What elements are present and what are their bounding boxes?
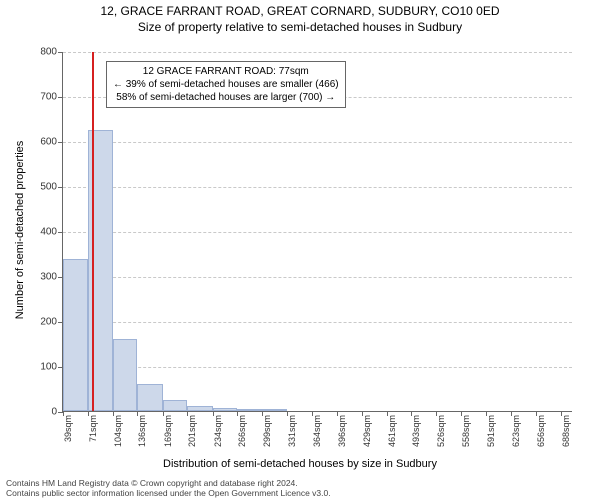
y-tick-label: 600 bbox=[40, 137, 63, 148]
annotation-line: 12 GRACE FARRANT ROAD: 77sqm bbox=[113, 65, 339, 78]
x-tick-label: 39sqm bbox=[63, 415, 73, 442]
y-tick-label: 0 bbox=[51, 407, 63, 418]
x-tick-label: 266sqm bbox=[237, 415, 247, 447]
gridline-h bbox=[63, 142, 572, 143]
histogram-bar bbox=[113, 339, 138, 411]
y-tick-label: 400 bbox=[40, 227, 63, 238]
histogram-plot-area: 010020030040050060070080039sqm71sqm104sq… bbox=[62, 52, 572, 412]
y-tick-label: 100 bbox=[40, 362, 63, 373]
y-tick-label: 500 bbox=[40, 182, 63, 193]
y-tick-label: 700 bbox=[40, 92, 63, 103]
x-tick-label: 558sqm bbox=[461, 415, 471, 447]
x-tick-label: 656sqm bbox=[536, 415, 546, 447]
y-tick-label: 300 bbox=[40, 272, 63, 283]
x-tick-label: 71sqm bbox=[88, 415, 98, 442]
x-tick-label: 234sqm bbox=[213, 415, 223, 447]
y-tick-label: 200 bbox=[40, 317, 63, 328]
x-tick-label: 136sqm bbox=[137, 415, 147, 447]
x-tick-label: 493sqm bbox=[411, 415, 421, 447]
histogram-bar bbox=[237, 409, 262, 411]
x-tick-label: 299sqm bbox=[262, 415, 272, 447]
footer-attribution: Contains HM Land Registry data © Crown c… bbox=[6, 478, 594, 498]
histogram-bar bbox=[262, 409, 287, 411]
x-tick-label: 104sqm bbox=[113, 415, 123, 447]
gridline-h bbox=[63, 322, 572, 323]
title-line-2: Size of property relative to semi-detach… bbox=[0, 20, 600, 34]
annotation-line: ← 39% of semi-detached houses are smalle… bbox=[113, 78, 339, 91]
gridline-h bbox=[63, 277, 572, 278]
annotation-box: 12 GRACE FARRANT ROAD: 77sqm← 39% of sem… bbox=[106, 61, 346, 108]
x-tick-label: 461sqm bbox=[387, 415, 397, 447]
x-tick-label: 526sqm bbox=[436, 415, 446, 447]
x-tick-label: 396sqm bbox=[337, 415, 347, 447]
annotation-line: 58% of semi-detached houses are larger (… bbox=[113, 91, 339, 104]
x-tick-label: 201sqm bbox=[187, 415, 197, 447]
x-tick-label: 169sqm bbox=[163, 415, 173, 447]
x-tick-label: 623sqm bbox=[511, 415, 521, 447]
histogram-bar bbox=[137, 384, 162, 411]
x-tick-label: 688sqm bbox=[561, 415, 571, 447]
gridline-h bbox=[63, 232, 572, 233]
x-tick-label: 331sqm bbox=[287, 415, 297, 447]
x-tick-label: 429sqm bbox=[362, 415, 372, 447]
reference-line bbox=[92, 52, 94, 411]
gridline-h bbox=[63, 187, 572, 188]
histogram-bar bbox=[163, 400, 188, 411]
histogram-bar bbox=[63, 259, 88, 411]
x-axis-label: Distribution of semi-detached houses by … bbox=[0, 458, 600, 470]
title-line-1: 12, GRACE FARRANT ROAD, GREAT CORNARD, S… bbox=[0, 4, 600, 18]
gridline-h bbox=[63, 367, 572, 368]
x-tick-label: 591sqm bbox=[486, 415, 496, 447]
y-axis-label: Number of semi-detached properties bbox=[14, 141, 26, 320]
chart-title-block: 12, GRACE FARRANT ROAD, GREAT CORNARD, S… bbox=[0, 0, 600, 34]
y-tick-label: 800 bbox=[40, 47, 63, 58]
gridline-h bbox=[63, 52, 572, 53]
footer-line-2: Contains public sector information licen… bbox=[6, 488, 594, 498]
histogram-bar bbox=[187, 406, 212, 411]
histogram-bar bbox=[213, 408, 238, 411]
footer-line-1: Contains HM Land Registry data © Crown c… bbox=[6, 478, 594, 488]
x-tick-label: 364sqm bbox=[312, 415, 322, 447]
